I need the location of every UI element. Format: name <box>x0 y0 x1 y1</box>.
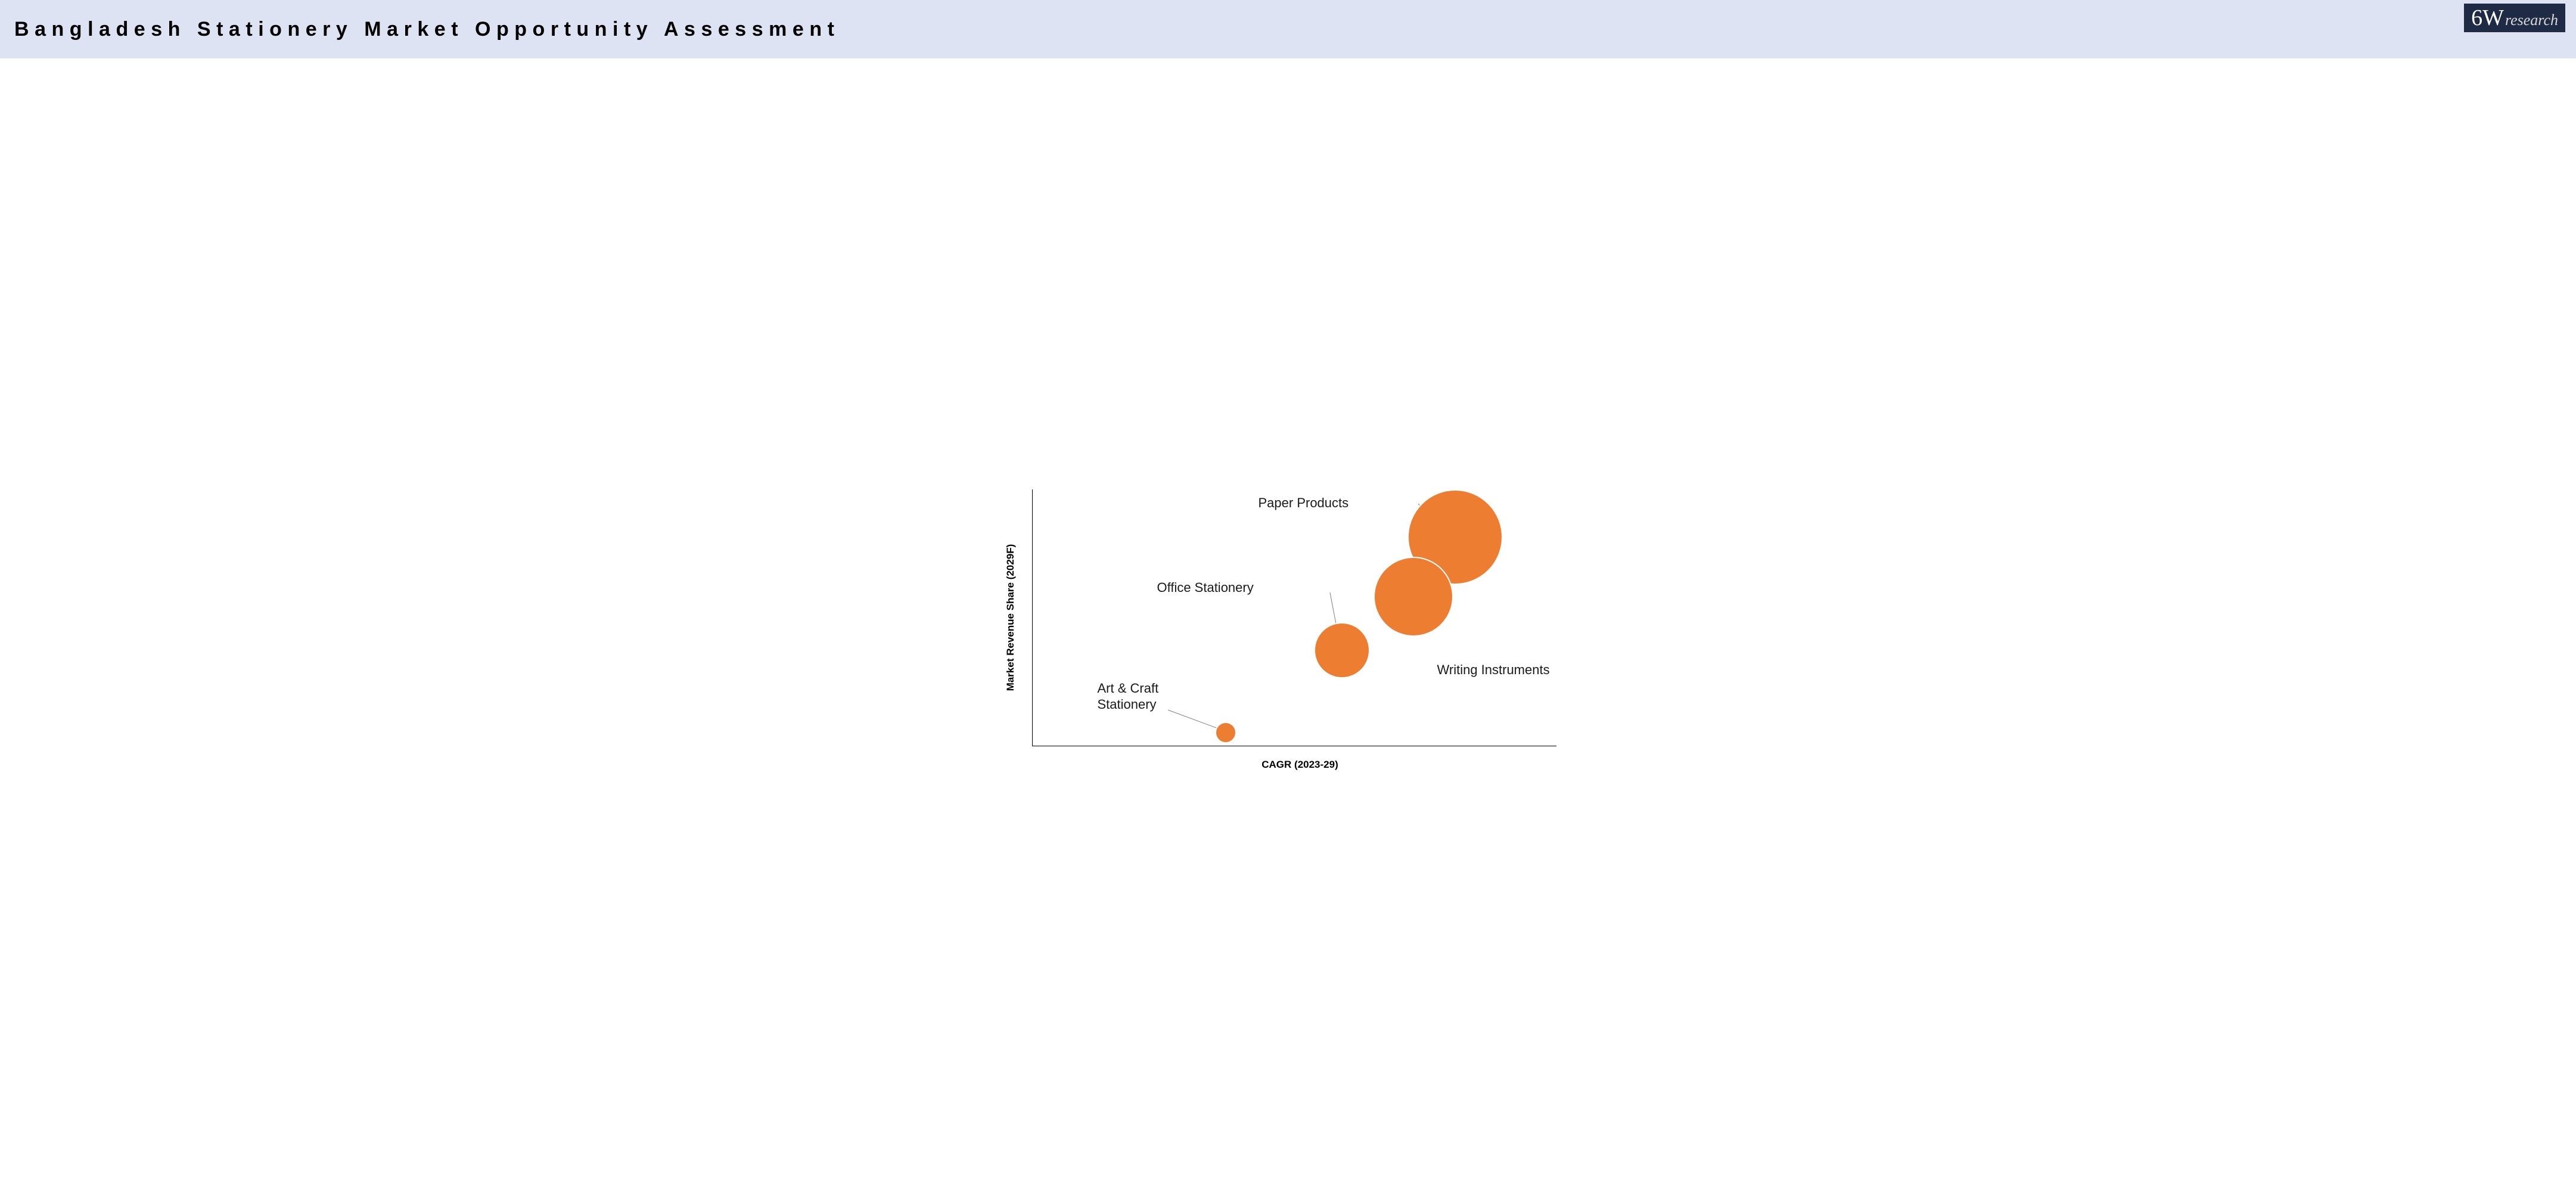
chart-container: Market Revenue Share (2029F) CAGR (2023-… <box>0 58 2576 1188</box>
bubble-label: Paper Products <box>1259 495 1349 511</box>
x-axis-line <box>1032 746 1556 747</box>
y-axis-line <box>1032 489 1033 746</box>
bubble-label: Office Stationery <box>1157 580 1254 595</box>
bubble-label: Art & CraftStationery <box>1098 680 1159 713</box>
x-axis-label: CAGR (2023-29) <box>1261 759 1338 771</box>
bubble <box>1314 622 1370 678</box>
y-axis-label: Market Revenue Share (2029F) <box>1005 544 1017 691</box>
bubble <box>1215 722 1236 743</box>
leader-line <box>1168 710 1223 730</box>
brand-logo: 6W research <box>2464 4 2565 32</box>
bubble-chart: Market Revenue Share (2029F) CAGR (2023-… <box>996 483 1580 764</box>
page-root: Bangladesh Stationery Market Opportunity… <box>0 0 2576 1188</box>
page-title: Bangladesh Stationery Market Opportunity… <box>14 18 840 41</box>
bubble <box>1374 557 1453 637</box>
title-band: Bangladesh Stationery Market Opportunity… <box>0 0 2576 58</box>
bubble-label: Writing Instruments <box>1437 662 1550 678</box>
brand-logo-main: 6W <box>2471 5 2504 31</box>
brand-logo-sub: research <box>2505 11 2558 29</box>
